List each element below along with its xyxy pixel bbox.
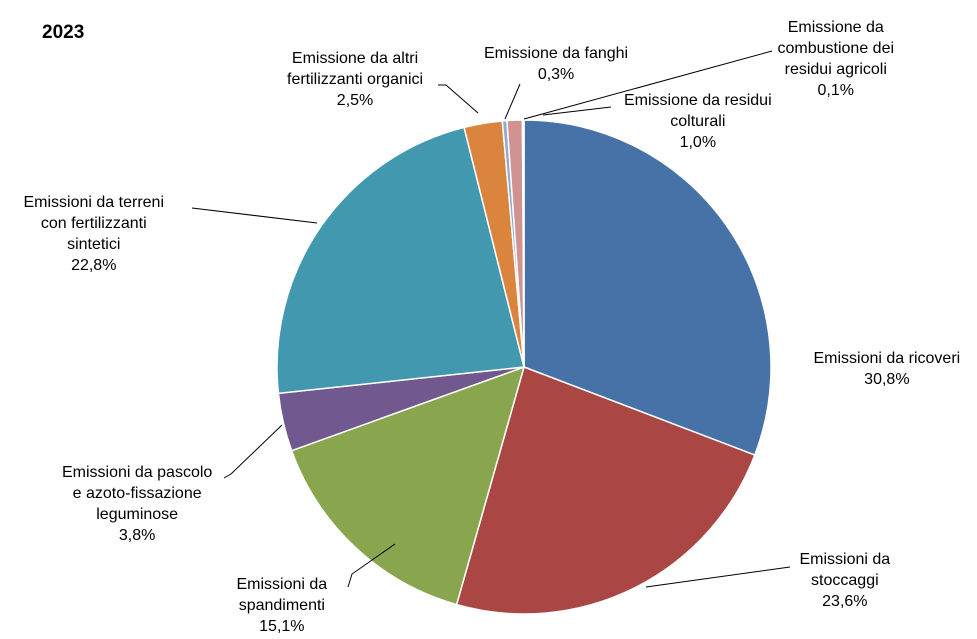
slice-label-pascolo: Emissioni da pascolo e azoto-fissazione le… — [62, 462, 212, 546]
slice-label-text: con fertilizzanti — [40, 215, 147, 232]
slice-label-stoccaggi: Emissioni da stoccaggi 23,6% — [800, 549, 891, 612]
slice-label-text: stoccaggi — [811, 572, 879, 589]
slice-value-label: 3,8% — [118, 527, 156, 544]
pie-slice-ricoveri — [523, 119, 772, 457]
leader-line-pascolo — [223, 424, 283, 479]
slice-label-altri-fertilizzanti: Emissione da altri fertilizzanti organici… — [287, 48, 423, 111]
pie-slice-combustione-residui — [521, 119, 525, 368]
slice-label-spandimenti: Emissioni da spandimenti 15,1% — [237, 574, 328, 637]
chart-title: 2023 — [42, 22, 85, 43]
slice-value-label: 22,8% — [71, 257, 117, 274]
slice-label-terreni: Emissioni da terreni con fertilizzanti sin… — [24, 192, 165, 276]
leader-line-residui-colturali — [542, 106, 612, 116]
slice-label-text: fertilizzanti organici — [287, 71, 424, 88]
slice-label-text: spandimenti — [238, 597, 325, 614]
slice-label-text: combustione dei — [777, 40, 895, 57]
leader-line-terreni — [191, 207, 318, 224]
pie-slice-terreni — [276, 126, 525, 395]
slice-label-text: Emissione da — [787, 19, 884, 36]
pie-slice-spandimenti — [290, 365, 526, 606]
slice-value-label: 0,1% — [817, 82, 854, 99]
slice-label-text: Emissioni da — [799, 551, 891, 568]
slice-value-label: 30,8% — [864, 371, 910, 388]
slice-label-text: Emissioni da pascolo — [62, 464, 213, 481]
leader-line-spandimenti — [347, 543, 396, 588]
slice-label-text: e azoto-fissazione — [72, 485, 202, 502]
leader-line-altri-fertilizzanti — [438, 84, 479, 114]
slice-label-text: Emissioni da terreni — [23, 194, 165, 211]
slice-label-text: Emissione da residui — [624, 92, 772, 109]
slice-value-label: 1,0% — [679, 134, 717, 151]
pie-slice-stoccaggi — [455, 366, 756, 615]
slice-value-label: 15,1% — [259, 618, 305, 635]
slice-label-residui-colturali: Emissione da residui colturali 1,0% — [624, 90, 772, 153]
slice-label-ricoveri: Emissioni da ricoveri 30,8% — [814, 348, 961, 390]
slice-value-label: 23,6% — [822, 593, 868, 610]
slice-value-label: 2,5% — [336, 92, 374, 109]
slice-label-text: Emissioni da ricoveri — [813, 350, 961, 367]
slice-label-text: residui agricoli — [784, 61, 887, 78]
slice-label-text: leguminose — [96, 506, 179, 523]
slice-label-text: sintetici — [67, 236, 121, 253]
slice-label-text: Emissione da fanghi — [484, 45, 629, 62]
slice-label-text: Emissione da altri — [291, 50, 419, 67]
slice-label-combustione-residui: Emissione da combustione dei residui agric… — [778, 17, 895, 101]
slice-label-text: Emissioni da — [236, 576, 328, 593]
leader-line-combustione-residui — [523, 50, 773, 120]
slice-label-fanghi: Emissione da fanghi 0,3% — [484, 43, 628, 85]
leader-line-stoccaggi — [645, 566, 791, 588]
slice-label-text: colturali — [670, 113, 726, 130]
leader-line-fanghi — [504, 83, 521, 120]
slice-value-label: 0,3% — [537, 66, 575, 83]
